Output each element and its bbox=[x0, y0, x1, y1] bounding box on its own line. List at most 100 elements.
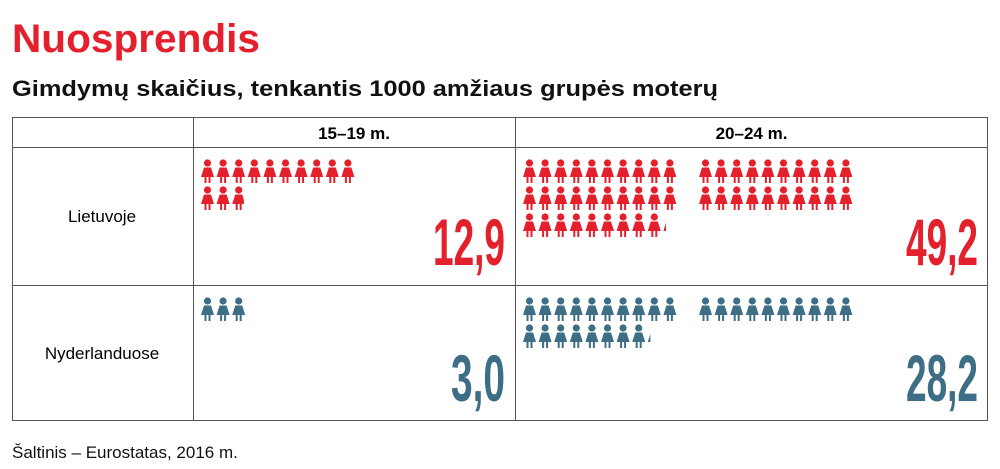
person-icon bbox=[538, 186, 552, 210]
person-icon bbox=[554, 213, 568, 237]
icon-head bbox=[203, 159, 212, 167]
value-label: 49,2 bbox=[906, 205, 978, 279]
icon-body bbox=[601, 305, 614, 321]
person-icon bbox=[232, 297, 246, 321]
person-icon bbox=[632, 297, 646, 321]
icon-body bbox=[761, 194, 775, 210]
person-icon bbox=[616, 324, 630, 348]
icon-body bbox=[554, 221, 568, 237]
person-icon bbox=[538, 324, 552, 348]
icon-body bbox=[201, 167, 214, 183]
title: Nuosprendis bbox=[12, 17, 260, 61]
icon-head bbox=[525, 297, 534, 305]
value-label: 28,2 bbox=[906, 341, 978, 415]
subtitle: Gimdymų skaičius, tenkantis 1000 amžiaus… bbox=[12, 76, 718, 101]
icon-body bbox=[216, 167, 230, 183]
icon-body bbox=[823, 305, 837, 321]
icon-head bbox=[650, 297, 658, 305]
icon-head bbox=[811, 297, 819, 305]
icon-body bbox=[616, 332, 630, 348]
person-icon bbox=[569, 213, 583, 237]
icon-head bbox=[525, 324, 534, 332]
icon-head bbox=[572, 159, 580, 167]
person-icon bbox=[216, 186, 230, 210]
person-icon bbox=[279, 159, 292, 183]
icon-head bbox=[635, 159, 643, 167]
person-icon bbox=[663, 186, 677, 210]
icon-head bbox=[297, 159, 305, 167]
person-icon bbox=[201, 159, 214, 183]
icon-head bbox=[717, 159, 725, 167]
icon-head bbox=[203, 186, 212, 194]
icon-body bbox=[792, 194, 806, 210]
person-icon bbox=[777, 159, 790, 183]
person-icon bbox=[538, 297, 552, 321]
icon-head bbox=[541, 324, 549, 332]
icon-head bbox=[619, 186, 627, 194]
icon-head bbox=[525, 186, 534, 194]
icon-head bbox=[588, 324, 596, 332]
person-icon bbox=[761, 159, 775, 183]
person-icon bbox=[761, 186, 775, 210]
icon-body bbox=[663, 194, 677, 210]
icon-body bbox=[777, 194, 790, 210]
person-icon bbox=[616, 186, 630, 210]
person-icon bbox=[839, 159, 853, 183]
icon-body bbox=[792, 305, 806, 321]
icon-body bbox=[632, 167, 646, 183]
icon-head bbox=[219, 297, 227, 305]
icon-head bbox=[701, 186, 710, 194]
icon-body bbox=[699, 305, 712, 321]
person-icon bbox=[232, 159, 246, 183]
icon-head bbox=[650, 159, 658, 167]
icon-head bbox=[266, 159, 274, 167]
person-icon bbox=[632, 213, 646, 237]
person-icon bbox=[714, 159, 728, 183]
icon-body bbox=[808, 167, 822, 183]
person-icon bbox=[538, 159, 552, 183]
icon-head bbox=[764, 297, 772, 305]
person-icon bbox=[745, 297, 759, 321]
person-icon bbox=[216, 297, 230, 321]
icon-body bbox=[745, 167, 759, 183]
icon-head bbox=[250, 159, 258, 167]
icon-body bbox=[761, 305, 775, 321]
person-icon bbox=[663, 297, 677, 321]
icon-body bbox=[279, 167, 292, 183]
icon-body bbox=[232, 194, 244, 210]
icon-body bbox=[730, 305, 744, 321]
icon-head bbox=[748, 159, 756, 167]
icon-head bbox=[619, 159, 627, 167]
icon-body bbox=[792, 167, 806, 183]
person-icon bbox=[585, 324, 599, 348]
person-icon bbox=[839, 297, 853, 321]
icon-head bbox=[764, 186, 772, 194]
icon-body bbox=[745, 305, 759, 321]
person-icon bbox=[730, 186, 744, 210]
icon-head bbox=[826, 186, 834, 194]
person-icon bbox=[745, 186, 759, 210]
icon-body bbox=[569, 332, 583, 348]
icon-body bbox=[714, 194, 728, 210]
icon-head bbox=[541, 186, 549, 194]
person-icon bbox=[569, 324, 583, 348]
person-icon bbox=[647, 297, 661, 321]
person-icon bbox=[823, 186, 837, 210]
icon-body bbox=[601, 194, 614, 210]
icon-head bbox=[344, 159, 352, 167]
person-icon bbox=[523, 159, 536, 183]
person-icon bbox=[699, 186, 712, 210]
person-icon bbox=[616, 213, 630, 237]
icon-body bbox=[839, 167, 853, 183]
person-icon bbox=[601, 159, 614, 183]
icon-head bbox=[572, 213, 580, 221]
person-icon bbox=[699, 297, 712, 321]
icon-body bbox=[554, 332, 568, 348]
icon-body bbox=[632, 305, 646, 321]
person-icon bbox=[585, 186, 599, 210]
icon-head bbox=[219, 159, 227, 167]
person-icon bbox=[663, 222, 667, 231]
icon-head bbox=[557, 297, 565, 305]
icon-body bbox=[699, 167, 712, 183]
